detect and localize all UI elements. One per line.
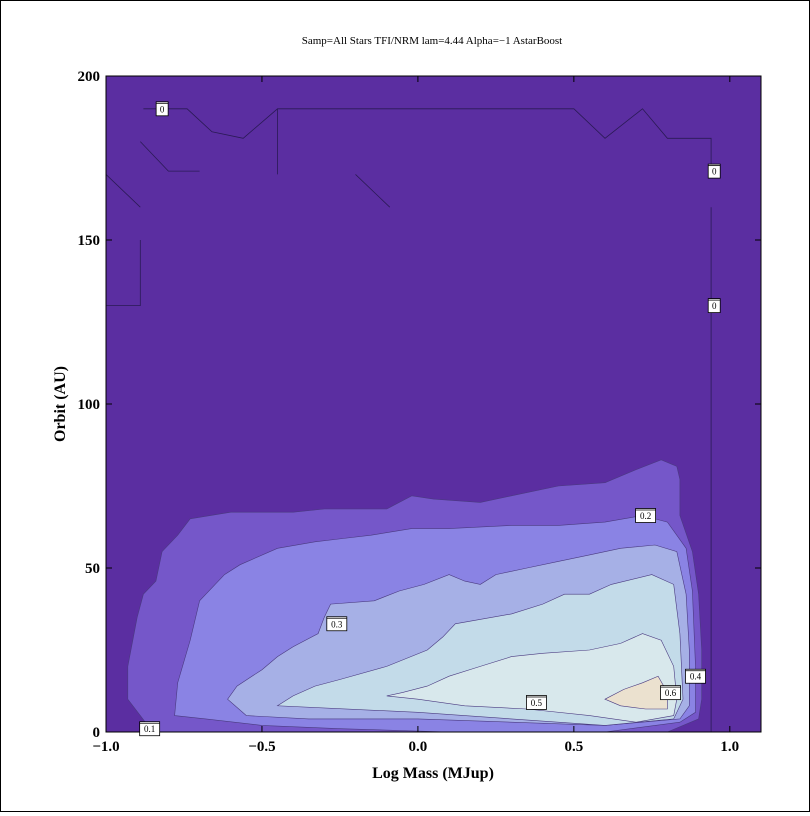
zero-contour-line: [106, 174, 141, 208]
chart-title: Samp=All Stars TFI/NRM lam=4.44 Alpha=−1…: [302, 35, 563, 47]
x-tick-label: 0.5: [564, 739, 583, 755]
y-tick-label: 100: [78, 397, 101, 413]
contour-label: 0.6: [660, 685, 681, 701]
x-tick-label: 1.0: [720, 739, 739, 755]
svg-text:0.4: 0.4: [690, 672, 702, 682]
y-tick-label: 150: [78, 233, 101, 249]
zero-contour-line: [140, 141, 200, 172]
contour-label: 0: [707, 163, 721, 179]
x-tick-label: 0.0: [409, 739, 428, 755]
x-axis-ticks: −1.0 −0.5 0.0 0.5 1.0: [92, 76, 739, 755]
y-tick-label: 0: [93, 725, 101, 741]
y-tick-label: 200: [78, 69, 101, 85]
y-tick-label: 50: [85, 561, 100, 577]
y-axis-label: Orbit (AU): [52, 366, 69, 442]
svg-text:0.5: 0.5: [531, 698, 543, 708]
zero-contour-line: [143, 108, 712, 172]
contour-label: 0.3: [326, 616, 348, 632]
x-tick-label: −1.0: [92, 739, 119, 755]
zero-contour-lines: [106, 108, 712, 732]
contour-label: 0.2: [635, 508, 656, 523]
svg-text:0: 0: [712, 301, 717, 311]
contour-label: 0: [155, 101, 169, 117]
contour-labels: 0 0 0 0.2 0.3 0.5 0.4 0.6 0.1: [139, 101, 721, 737]
svg-text:0.3: 0.3: [331, 619, 343, 629]
contour-label: 0.5: [526, 695, 547, 710]
contour-regions: [127, 459, 703, 732]
zero-contour-line: [106, 240, 141, 307]
x-axis-label: Log Mass (MJup): [372, 765, 494, 782]
contour-label: 0.1: [139, 721, 161, 737]
svg-text:0: 0: [160, 104, 165, 114]
svg-text:0.2: 0.2: [640, 511, 651, 521]
x-tick-label: −0.5: [248, 739, 275, 755]
contour-label: 0.4: [685, 668, 706, 684]
contour-label: 0: [707, 298, 721, 314]
contour-region-0.5: [386, 633, 678, 723]
y-axis-ticks: 0 50 100 150 200: [78, 69, 761, 741]
svg-text:0.6: 0.6: [665, 688, 677, 698]
zero-contour-line: [355, 174, 391, 208]
svg-text:0: 0: [712, 167, 717, 177]
svg-text:0.1: 0.1: [144, 724, 155, 734]
